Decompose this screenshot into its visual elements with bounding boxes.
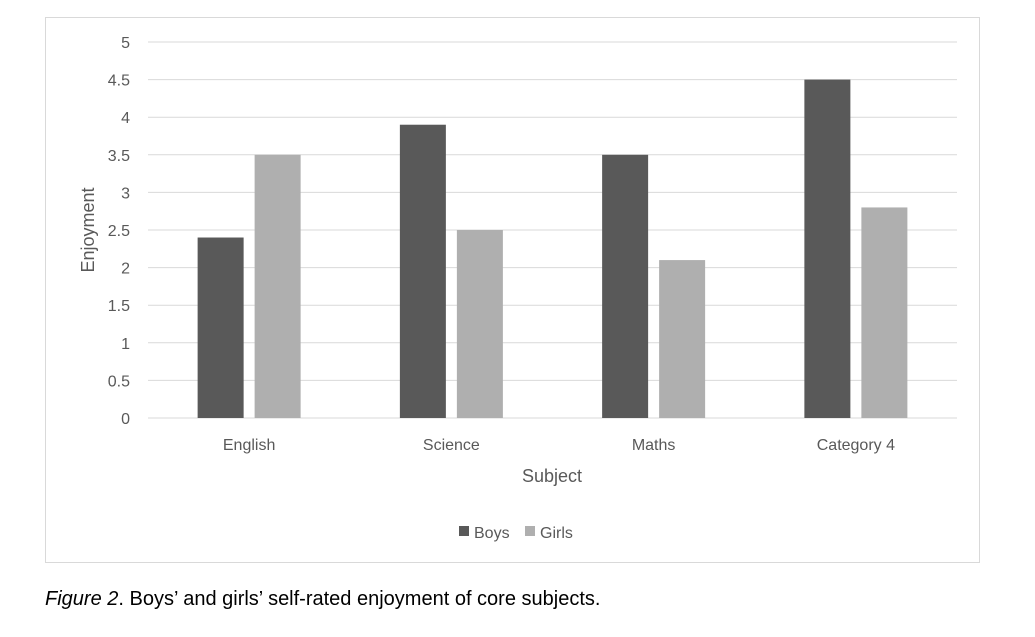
y-tick-label: 4.5 [108, 73, 130, 90]
bar-boys-category-4 [804, 79, 851, 418]
x-tick-label: English [223, 437, 275, 454]
y-tick-label: 1 [121, 336, 130, 353]
figure-caption: Figure 2. Boys’ and girls’ self-rated en… [45, 588, 600, 611]
y-tick-label: 1.5 [108, 298, 130, 315]
bar-boys-science [399, 124, 446, 418]
y-tick-label: 2.5 [108, 223, 130, 240]
legend-swatch-boys [459, 526, 469, 536]
legend-label-girls: Girls [540, 525, 573, 542]
bar-girls-category-4 [861, 207, 908, 418]
x-tick-label: Science [423, 437, 480, 454]
x-tick-label: Category 4 [817, 437, 895, 454]
y-tick-label: 2 [121, 261, 130, 278]
bar-girls-science [456, 230, 503, 418]
y-axis-title: Enjoyment [78, 187, 98, 272]
y-tick-label: 3.5 [108, 148, 130, 165]
y-tick-label: 0.5 [108, 373, 130, 390]
caption-text: . Boys’ and girls’ self-rated enjoyment … [118, 588, 601, 610]
x-tick-label: Maths [632, 437, 676, 454]
y-tick-label: 3 [121, 185, 130, 202]
bar-boys-english [197, 237, 244, 418]
bar-girls-english [254, 154, 301, 419]
y-tick-label: 0 [121, 411, 130, 428]
legend-swatch-girls [525, 526, 535, 536]
bar-boys-maths [602, 154, 649, 419]
figure-label: Figure 2 [45, 588, 119, 610]
enjoyment-bar-chart: 0 0.5 1 1.5 2 2.5 3 3.5 4 4.5 5 English Science Maths… [78, 35, 957, 542]
legend-label-boys: Boys [474, 525, 510, 542]
y-tick-label: 4 [121, 110, 130, 127]
y-tick-label: 5 [121, 35, 130, 52]
bar-girls-maths [659, 260, 706, 418]
x-axis-title: Subject [522, 466, 582, 486]
